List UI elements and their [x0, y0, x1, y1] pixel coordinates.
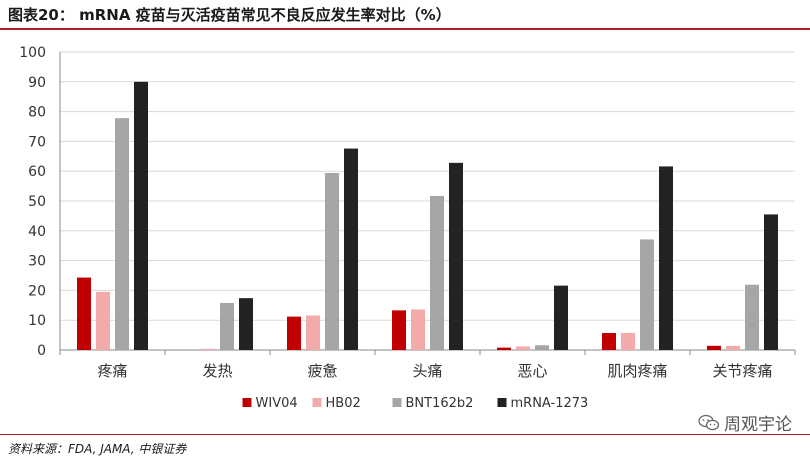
bar	[411, 309, 425, 350]
legend-swatch	[392, 398, 402, 407]
legend-label: mRNA-1273	[511, 396, 589, 411]
bar-chart: 0 10 20 30 40 50 60 70 80 90 100 疼痛 发热 疲惫 头痛 恶心 肌肉疼痛 关节疼痛…	[19, 45, 796, 411]
bar	[344, 148, 358, 350]
x-tick-label: 疼痛	[97, 362, 127, 380]
legend-item: BNT162b2	[392, 396, 474, 411]
legend-label: WIV04	[256, 396, 298, 411]
bar	[554, 285, 568, 350]
bar	[430, 195, 444, 350]
x-tick-label: 发热	[202, 362, 232, 380]
bar	[134, 81, 148, 351]
axes	[59, 52, 796, 355]
bar	[392, 310, 406, 350]
x-tick-label: 头痛	[412, 362, 442, 380]
bar	[516, 346, 530, 350]
source-note: 资料来源：FDA, JAMA, 中银证券	[8, 442, 187, 456]
bar	[640, 239, 654, 350]
y-tick-label: 80	[28, 105, 46, 121]
bars	[77, 81, 778, 351]
bar	[306, 315, 320, 350]
bar	[220, 302, 234, 350]
bar	[726, 345, 740, 350]
bar	[201, 348, 215, 350]
x-tick-label: 关节疼痛	[712, 362, 772, 380]
bar	[239, 298, 253, 350]
y-tick-label: 70	[28, 134, 46, 150]
bar	[621, 333, 635, 350]
wechat-icon	[698, 414, 720, 430]
y-tick-label: 20	[28, 283, 46, 299]
x-tick-label: 疲惫	[307, 362, 337, 380]
footer-divider	[0, 434, 810, 435]
x-tick-label: 恶心	[517, 362, 547, 380]
legend-swatch	[497, 398, 507, 407]
tick-labels: 0 10 20 30 40 50 60 70 80 90 100 疼痛 发热 疲惫 头痛 恶心 肌肉疼痛 关节疼痛	[19, 45, 772, 380]
title-divider	[0, 28, 810, 30]
y-tick-label: 10	[28, 313, 46, 329]
legend-swatch	[242, 398, 252, 407]
y-tick-label: 100	[19, 45, 46, 61]
chart-title: 图表20： mRNA 疫苗与灭活疫苗常见不良反应发生率对比（%）	[8, 6, 451, 24]
bar	[96, 291, 110, 350]
bar	[77, 277, 91, 350]
y-tick-label: 50	[28, 194, 46, 210]
bar	[745, 284, 759, 350]
x-tick-label: 肌肉疼痛	[607, 362, 667, 380]
y-tick-label: 30	[28, 254, 46, 270]
bar	[535, 345, 549, 350]
legend-label: HB02	[326, 396, 361, 411]
y-tick-label: 0	[37, 343, 46, 359]
legend-label: BNT162b2	[406, 396, 474, 411]
bar	[707, 345, 721, 350]
watermark: 周观宇论	[698, 410, 792, 435]
bar	[497, 347, 511, 350]
bar	[287, 316, 301, 350]
legend-item: mRNA-1273	[497, 396, 589, 411]
bar	[602, 333, 616, 350]
y-tick-label: 90	[28, 75, 46, 91]
legend: WIV04 HB02 BNT162b2 mRNA-1273	[242, 396, 589, 411]
bar	[449, 162, 463, 350]
bar	[325, 172, 339, 350]
bar	[764, 214, 778, 350]
legend-swatch	[312, 398, 322, 407]
legend-item: HB02	[312, 396, 361, 411]
watermark-text: 周观宇论	[724, 415, 792, 435]
bar	[115, 118, 129, 350]
legend-item: WIV04	[242, 396, 298, 411]
y-tick-label: 60	[28, 164, 46, 180]
gridlines	[60, 51, 795, 321]
bar	[659, 166, 673, 350]
y-tick-label: 40	[28, 224, 46, 240]
